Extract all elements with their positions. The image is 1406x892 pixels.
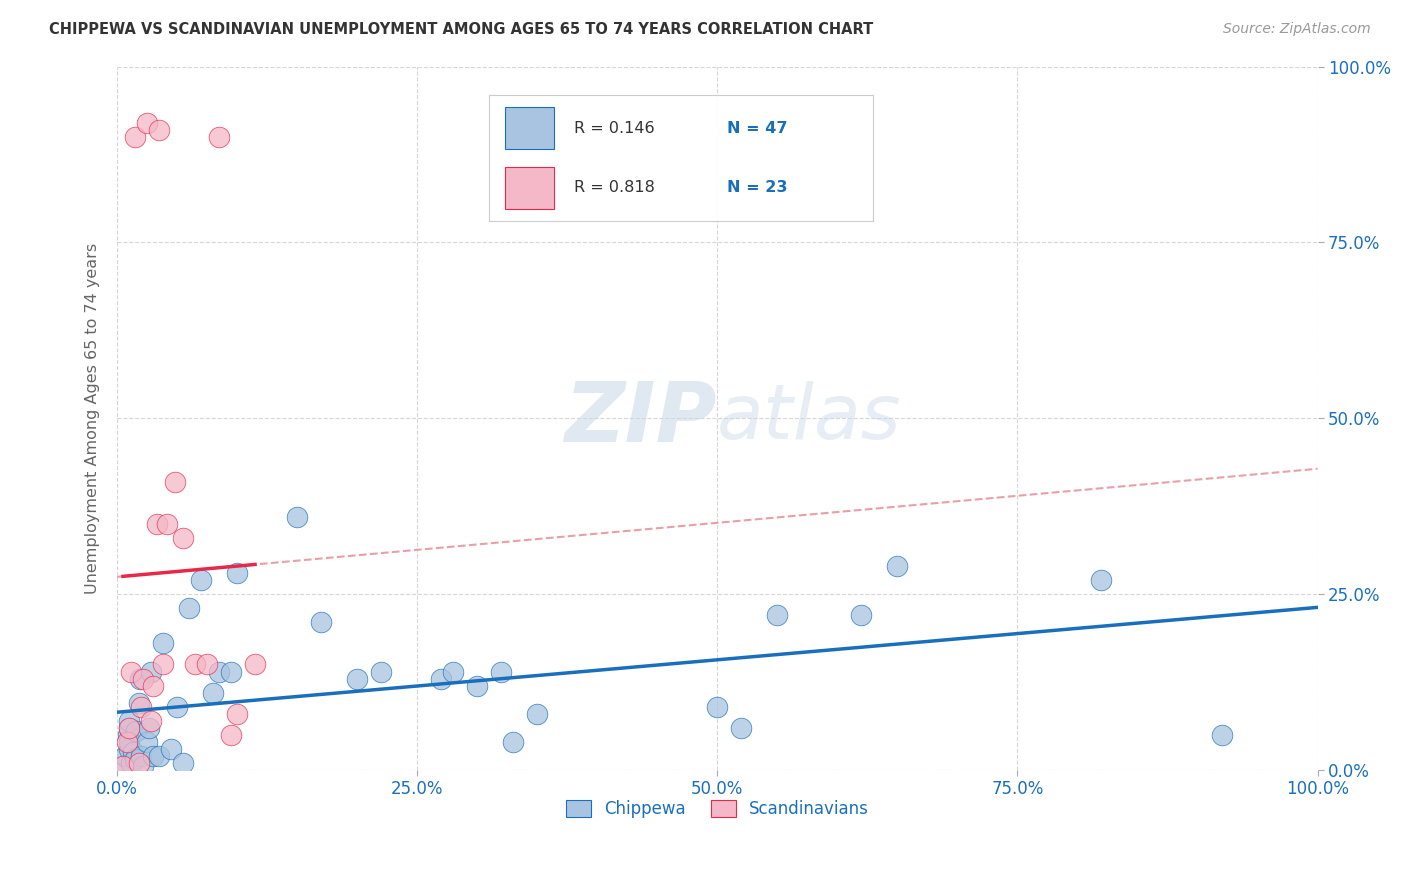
Point — [111, 759, 134, 773]
Text: ZIP: ZIP — [565, 378, 717, 458]
Point — [115, 735, 138, 749]
Point — [136, 116, 159, 130]
Y-axis label: Unemployment Among Ages 65 to 74 years: Unemployment Among Ages 65 to 74 years — [86, 243, 100, 594]
Point — [148, 748, 170, 763]
Point — [128, 696, 150, 710]
Point — [309, 615, 332, 630]
Point — [851, 608, 873, 623]
Point — [139, 714, 162, 728]
Point — [128, 756, 150, 770]
Point — [138, 721, 160, 735]
Point — [163, 475, 186, 489]
Point — [202, 685, 225, 699]
Point — [129, 699, 152, 714]
Point — [145, 516, 167, 531]
Point — [132, 672, 155, 686]
Point — [285, 509, 308, 524]
Point — [886, 559, 908, 574]
Point — [226, 566, 249, 580]
Point — [441, 665, 464, 679]
Point — [465, 679, 488, 693]
Point — [172, 756, 194, 770]
Point — [118, 735, 141, 749]
Point — [128, 672, 150, 686]
Point — [129, 748, 152, 763]
Point — [243, 657, 266, 672]
Point — [124, 130, 146, 145]
Point — [142, 679, 165, 693]
Point — [148, 123, 170, 137]
Point — [111, 759, 134, 773]
Point — [730, 721, 752, 735]
Point — [1090, 573, 1112, 587]
Point — [160, 742, 183, 756]
Point — [118, 742, 141, 756]
Text: atlas: atlas — [717, 381, 901, 455]
Point — [166, 699, 188, 714]
Point — [219, 665, 242, 679]
Point — [120, 756, 142, 770]
Text: Source: ZipAtlas.com: Source: ZipAtlas.com — [1223, 22, 1371, 37]
Point — [430, 672, 453, 686]
Point — [117, 728, 139, 742]
Point — [195, 657, 218, 672]
Text: CHIPPEWA VS SCANDINAVIAN UNEMPLOYMENT AMONG AGES 65 TO 74 YEARS CORRELATION CHAR: CHIPPEWA VS SCANDINAVIAN UNEMPLOYMENT AM… — [49, 22, 873, 37]
Point — [121, 746, 143, 760]
Point — [370, 665, 392, 679]
Point — [136, 735, 159, 749]
Point — [172, 531, 194, 545]
Point — [190, 573, 212, 587]
Point — [120, 665, 142, 679]
Point — [1211, 728, 1233, 742]
Point — [132, 759, 155, 773]
Point — [118, 721, 141, 735]
Point — [156, 516, 179, 531]
Point — [114, 748, 136, 763]
Point — [208, 130, 231, 145]
Point — [177, 601, 200, 615]
Point — [226, 706, 249, 721]
Point — [139, 665, 162, 679]
Point — [208, 665, 231, 679]
Point — [489, 665, 512, 679]
Point — [706, 699, 728, 714]
Point — [766, 608, 789, 623]
Point — [152, 636, 174, 650]
Legend: Chippewa, Scandinavians: Chippewa, Scandinavians — [560, 794, 876, 825]
Point — [142, 748, 165, 763]
Point — [526, 706, 548, 721]
Point — [502, 735, 524, 749]
Point — [124, 752, 146, 766]
Point — [219, 728, 242, 742]
Point — [346, 672, 368, 686]
Point — [118, 721, 141, 735]
Point — [118, 714, 141, 728]
Point — [125, 724, 148, 739]
Point — [152, 657, 174, 672]
Point — [184, 657, 207, 672]
